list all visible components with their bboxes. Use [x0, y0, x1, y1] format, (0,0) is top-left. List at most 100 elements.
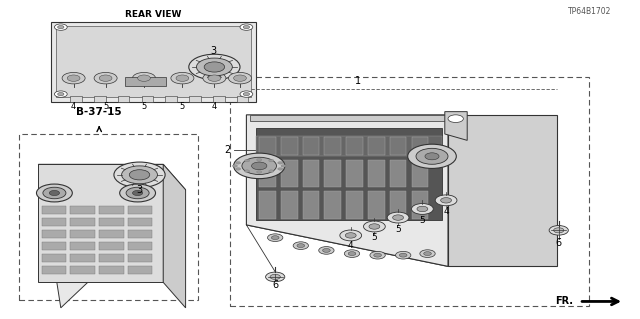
- Bar: [99, 218, 124, 226]
- Circle shape: [266, 272, 285, 282]
- Text: 4: 4: [212, 102, 217, 111]
- Bar: [94, 96, 106, 102]
- Circle shape: [399, 253, 407, 257]
- Polygon shape: [246, 115, 448, 266]
- Circle shape: [43, 187, 66, 199]
- Circle shape: [58, 93, 64, 96]
- Circle shape: [132, 72, 156, 84]
- Bar: [141, 96, 153, 102]
- Circle shape: [240, 24, 253, 30]
- Bar: [128, 206, 152, 214]
- Bar: [70, 206, 95, 214]
- Bar: [346, 137, 363, 155]
- Bar: [412, 137, 428, 155]
- Circle shape: [120, 184, 156, 202]
- Polygon shape: [38, 164, 163, 282]
- Circle shape: [196, 58, 232, 76]
- Circle shape: [435, 195, 457, 206]
- Circle shape: [448, 115, 463, 122]
- Text: 6: 6: [272, 279, 278, 290]
- Polygon shape: [445, 112, 467, 140]
- Circle shape: [252, 162, 267, 170]
- Circle shape: [323, 249, 330, 252]
- Circle shape: [293, 242, 308, 249]
- Bar: [390, 191, 406, 219]
- Bar: [118, 96, 129, 102]
- Bar: [346, 191, 363, 219]
- Circle shape: [369, 224, 380, 229]
- Text: 6: 6: [556, 238, 562, 248]
- Circle shape: [67, 75, 80, 81]
- Bar: [99, 230, 124, 238]
- Polygon shape: [38, 164, 186, 308]
- Circle shape: [348, 252, 356, 256]
- Circle shape: [268, 234, 283, 241]
- Bar: [128, 230, 152, 238]
- Bar: [303, 191, 319, 219]
- Circle shape: [549, 226, 568, 235]
- Bar: [368, 160, 385, 187]
- Bar: [368, 191, 385, 219]
- Bar: [256, 128, 442, 220]
- Circle shape: [420, 250, 435, 257]
- Bar: [128, 242, 152, 250]
- Circle shape: [132, 190, 143, 196]
- Circle shape: [244, 170, 250, 172]
- Bar: [250, 115, 445, 121]
- Circle shape: [424, 252, 431, 256]
- Circle shape: [36, 184, 72, 202]
- Bar: [412, 160, 428, 187]
- Text: 5: 5: [180, 102, 185, 111]
- Text: FR.: FR.: [555, 296, 573, 307]
- Text: TP64B1702: TP64B1702: [568, 7, 611, 16]
- Circle shape: [269, 170, 274, 172]
- Circle shape: [242, 157, 276, 174]
- Bar: [99, 206, 124, 214]
- Bar: [128, 254, 152, 262]
- Bar: [99, 254, 124, 262]
- Bar: [368, 137, 385, 155]
- Circle shape: [408, 144, 456, 168]
- Circle shape: [99, 75, 112, 81]
- Circle shape: [344, 250, 360, 257]
- Circle shape: [270, 274, 280, 279]
- Circle shape: [232, 165, 237, 167]
- Circle shape: [234, 153, 285, 179]
- Bar: [324, 137, 341, 155]
- Circle shape: [257, 159, 262, 161]
- Bar: [281, 191, 298, 219]
- Text: 3: 3: [210, 46, 216, 56]
- Circle shape: [54, 91, 67, 97]
- Bar: [390, 137, 406, 155]
- Circle shape: [58, 26, 64, 29]
- Bar: [42, 254, 66, 262]
- Circle shape: [236, 161, 241, 164]
- Circle shape: [396, 251, 411, 259]
- Bar: [390, 160, 406, 187]
- Bar: [70, 254, 95, 262]
- Circle shape: [208, 75, 221, 81]
- Circle shape: [257, 171, 262, 173]
- Circle shape: [244, 160, 250, 162]
- Circle shape: [54, 24, 67, 30]
- Circle shape: [114, 162, 165, 188]
- Circle shape: [236, 168, 241, 170]
- Text: 3: 3: [136, 185, 143, 195]
- Circle shape: [278, 161, 283, 164]
- Text: 4: 4: [71, 102, 76, 111]
- Bar: [256, 136, 442, 156]
- Bar: [128, 218, 152, 226]
- Bar: [125, 77, 166, 86]
- Text: 5: 5: [103, 102, 108, 111]
- Bar: [56, 26, 251, 97]
- Bar: [70, 230, 95, 238]
- Circle shape: [340, 230, 362, 241]
- Circle shape: [364, 221, 385, 232]
- Circle shape: [126, 187, 149, 199]
- Circle shape: [49, 190, 60, 196]
- Text: B-37-15: B-37-15: [76, 107, 122, 117]
- Bar: [189, 96, 201, 102]
- Circle shape: [203, 72, 226, 84]
- Bar: [42, 266, 66, 274]
- Polygon shape: [246, 225, 557, 266]
